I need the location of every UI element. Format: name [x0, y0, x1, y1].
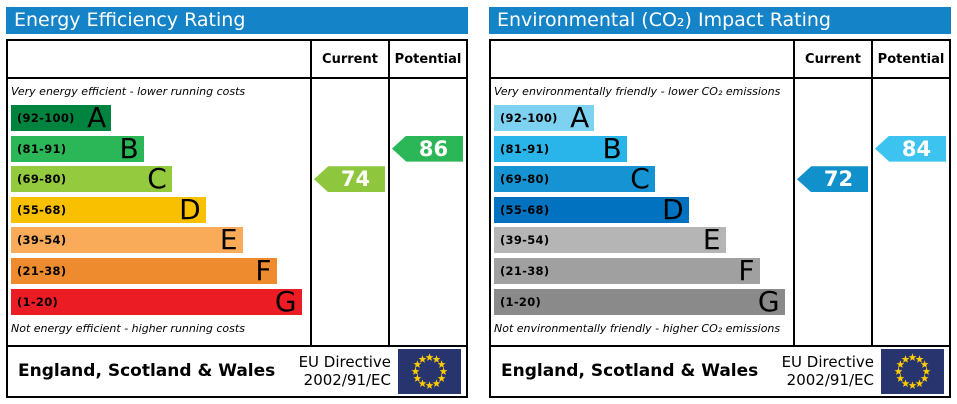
- current-rating-value: 74: [340, 167, 371, 192]
- band-letter: C: [630, 162, 650, 196]
- table-body-row: Very environmentally friendly - lower CO…: [491, 79, 949, 345]
- band-range-label: (55-68): [17, 202, 67, 217]
- potential-column-header: Potential: [871, 41, 949, 77]
- band-range-label: (81-91): [17, 141, 67, 156]
- eu-flag-icon: [398, 348, 461, 394]
- panel-title: Energy Efficiency Rating: [6, 7, 468, 34]
- bands-cell: Very environmentally friendly - lower CO…: [491, 79, 793, 345]
- rating-band: (21-38) F: [11, 253, 277, 287]
- band-range-label: (81-91): [500, 141, 550, 156]
- current-rating-value: 72: [823, 167, 854, 192]
- rating-panel: Environmental (CO₂) Impact Rating Curren…: [489, 7, 951, 398]
- table-body-row: Very energy efficient - lower running co…: [8, 79, 466, 345]
- band-letter: A: [87, 101, 107, 134]
- top-note: Very energy efficient - lower running co…: [11, 85, 246, 98]
- band-letter: B: [602, 131, 622, 165]
- band-range-label: (69-80): [17, 172, 67, 187]
- current-rating-arrow: 72: [797, 166, 868, 193]
- region-label: England, Scotland & Wales: [501, 361, 759, 382]
- table-header-row: Current Potential: [491, 41, 949, 79]
- bands-cell: Very energy efficient - lower running co…: [8, 79, 310, 345]
- band-letter: A: [570, 101, 590, 134]
- band-letter: G: [757, 284, 780, 318]
- rating-band: (81-91) B: [11, 131, 144, 165]
- band-range-label: (92-100): [17, 111, 75, 125]
- potential-rating-arrow: 86: [392, 135, 463, 162]
- band-range-label: (69-80): [500, 172, 550, 187]
- current-column: 72: [793, 79, 871, 345]
- current-column: 74: [310, 79, 388, 345]
- current-column-header: Current: [310, 41, 388, 77]
- band-letter: D: [662, 192, 684, 226]
- potential-column: 86: [388, 79, 466, 345]
- table-header-row: Current Potential: [8, 41, 466, 79]
- band-range-label: (92-100): [500, 111, 558, 125]
- panel-footer: England, Scotland & Wales EU Directive 2…: [489, 344, 951, 398]
- band-letter: G: [274, 284, 297, 318]
- region-label: England, Scotland & Wales: [18, 361, 276, 382]
- current-rating-arrow: 74: [314, 166, 385, 193]
- panel-title: Environmental (CO₂) Impact Rating: [489, 7, 951, 34]
- band-letter: E: [219, 223, 238, 257]
- rating-band: (55-68) D: [11, 192, 206, 226]
- rating-band: (1-20) G: [11, 284, 302, 318]
- rating-band: (69-80) C: [11, 162, 172, 196]
- panel-footer: England, Scotland & Wales EU Directive 2…: [6, 344, 468, 398]
- potential-rating-value: 84: [901, 136, 932, 161]
- rating-band: (39-54) E: [494, 223, 726, 257]
- potential-rating-arrow: 84: [875, 135, 946, 162]
- rating-band: (69-80) C: [494, 162, 655, 196]
- eu-directive-label: EU Directive 2002/91/EC: [298, 353, 391, 390]
- band-range-label: (55-68): [500, 202, 550, 217]
- rating-table: Current Potential Very energy efficient …: [6, 39, 468, 347]
- band-letter: F: [255, 253, 272, 287]
- rating-band: (81-91) B: [494, 131, 627, 165]
- header-spacer-cell: [8, 41, 310, 77]
- rating-band: (92-100) A: [494, 101, 595, 134]
- bands: (92-100) A (81-91) B (69-80) C (55-68) D…: [11, 101, 306, 318]
- header-spacer-cell: [491, 41, 793, 77]
- bottom-note: Not environmentally friendly - higher CO…: [494, 321, 781, 335]
- potential-column-header: Potential: [388, 41, 466, 77]
- band-range-label: (21-38): [17, 263, 67, 278]
- potential-rating-value: 86: [418, 136, 449, 161]
- current-column-header: Current: [793, 41, 871, 77]
- rating-panel: Energy Efficiency Rating Current Potenti…: [6, 7, 468, 398]
- band-letter: C: [147, 162, 167, 196]
- eu-directive-label: EU Directive 2002/91/EC: [781, 353, 874, 390]
- band-letter: F: [738, 253, 755, 287]
- rating-band: (92-100) A: [11, 101, 112, 134]
- band-letter: D: [179, 192, 201, 226]
- bands: (92-100) A (81-91) B (69-80) C (55-68) D…: [494, 101, 789, 318]
- band-range-label: (1-20): [500, 294, 542, 309]
- band-range-label: (21-38): [500, 263, 550, 278]
- band-letter: E: [702, 223, 721, 257]
- rating-band: (55-68) D: [494, 192, 689, 226]
- band-letter: B: [119, 131, 139, 165]
- rating-table: Current Potential Very environmentally f…: [489, 39, 951, 347]
- band-range-label: (39-54): [500, 233, 550, 248]
- band-range-label: (39-54): [17, 233, 67, 248]
- potential-column: 84: [871, 79, 949, 345]
- rating-band: (39-54) E: [11, 223, 243, 257]
- eu-flag-icon: [881, 348, 944, 394]
- rating-band: (21-38) F: [494, 253, 760, 287]
- bottom-note: Not energy efficient - higher running co…: [11, 321, 245, 335]
- top-note: Very environmentally friendly - lower CO…: [494, 85, 781, 98]
- rating-band: (1-20) G: [494, 284, 785, 318]
- band-range-label: (1-20): [17, 294, 59, 309]
